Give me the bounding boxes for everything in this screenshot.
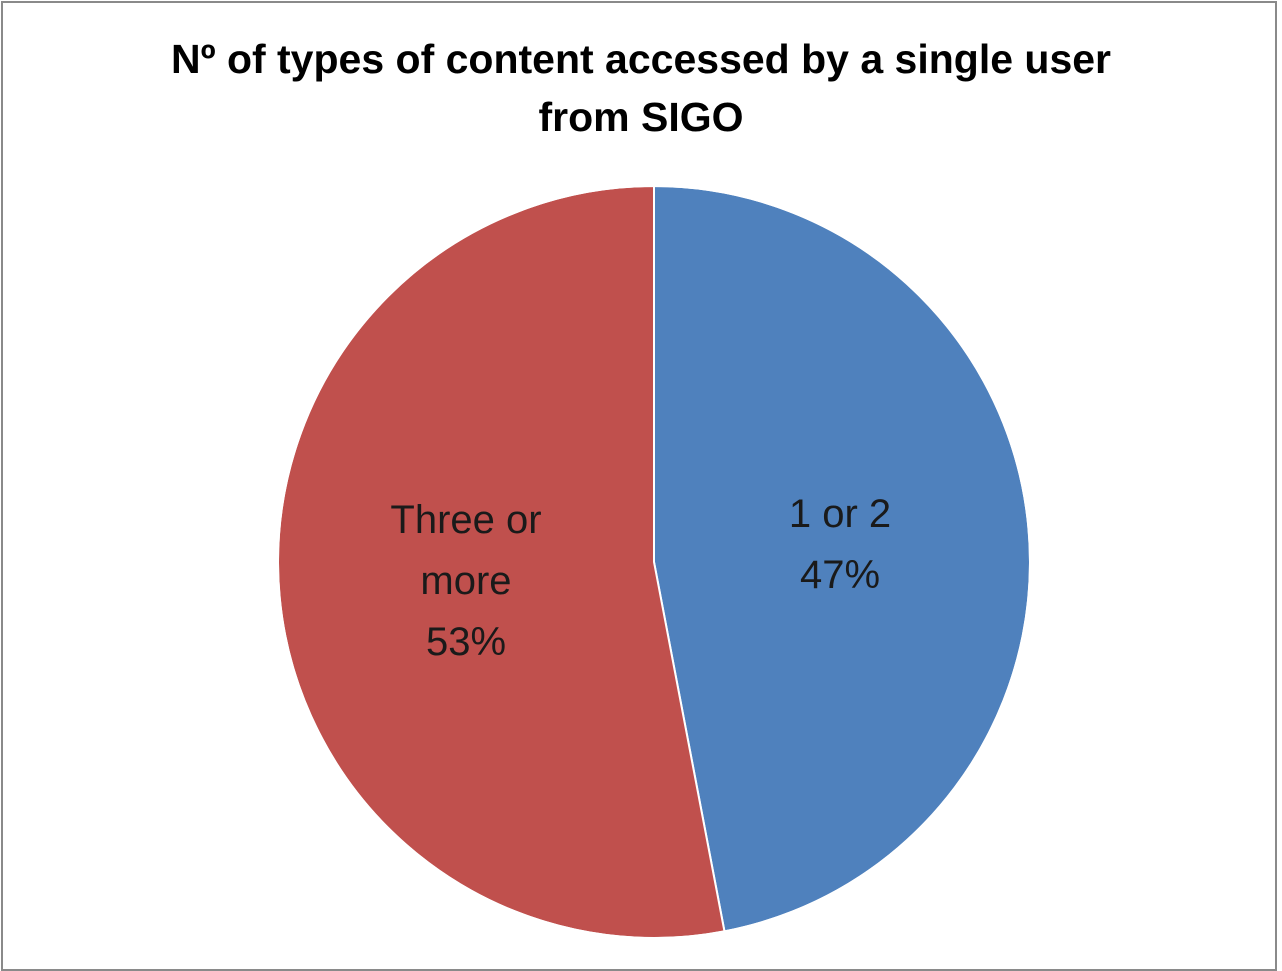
slice-value-label-0: 47% (800, 553, 880, 597)
slice-value-label-1: 53% (426, 620, 506, 664)
chart-title: Nº of types of content accessed by a sin… (0, 30, 1282, 146)
chart-title-line-1: Nº of types of content accessed by a sin… (170, 36, 1112, 82)
pie-outline (277, 185, 1031, 939)
slice-category-label-1: Three or (390, 498, 541, 542)
slice-category-label-1: more (420, 559, 511, 603)
slice-category-label-0: 1 or 2 (789, 492, 891, 536)
chart-title-line-2: from SIGO (538, 94, 744, 140)
